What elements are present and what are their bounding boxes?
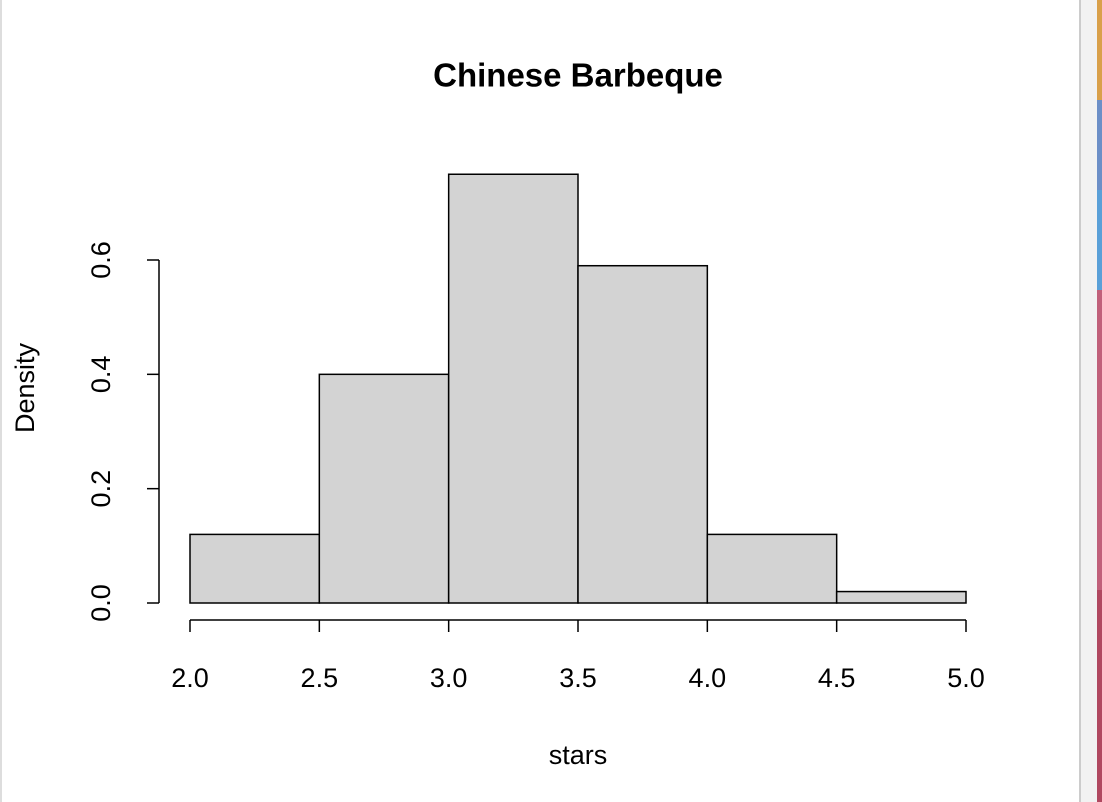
x-tick-label: 3.5 bbox=[559, 663, 597, 693]
side-strip bbox=[1097, 0, 1102, 100]
x-tick-label: 4.5 bbox=[818, 663, 856, 693]
bar bbox=[706, 533, 838, 604]
bar bbox=[447, 173, 579, 604]
x-tick-label: 3.0 bbox=[430, 663, 468, 693]
x-axis-label: stars bbox=[549, 740, 608, 770]
x-tick-label: 4.0 bbox=[689, 663, 727, 693]
y-tick-label: 0.4 bbox=[86, 356, 116, 394]
x-tick-label: 2.0 bbox=[171, 663, 209, 693]
chart-title: Chinese Barbeque bbox=[433, 57, 723, 94]
x-tick-label: 5.0 bbox=[947, 663, 985, 693]
side-strip bbox=[1097, 100, 1102, 190]
y-tick-label: 0.0 bbox=[86, 584, 116, 622]
side-strip bbox=[1097, 190, 1102, 290]
x-tick-label: 2.5 bbox=[301, 663, 339, 693]
side-panel bbox=[1080, 0, 1102, 802]
bar bbox=[835, 590, 967, 604]
bar bbox=[189, 533, 321, 604]
side-strip bbox=[1097, 590, 1102, 802]
y-axis-label: Density bbox=[10, 342, 40, 433]
y-tick-label: 0.2 bbox=[86, 470, 116, 508]
y-tick-label: 0.6 bbox=[86, 241, 116, 279]
bar bbox=[318, 373, 450, 604]
bar bbox=[577, 264, 709, 604]
side-strip bbox=[1097, 290, 1102, 590]
